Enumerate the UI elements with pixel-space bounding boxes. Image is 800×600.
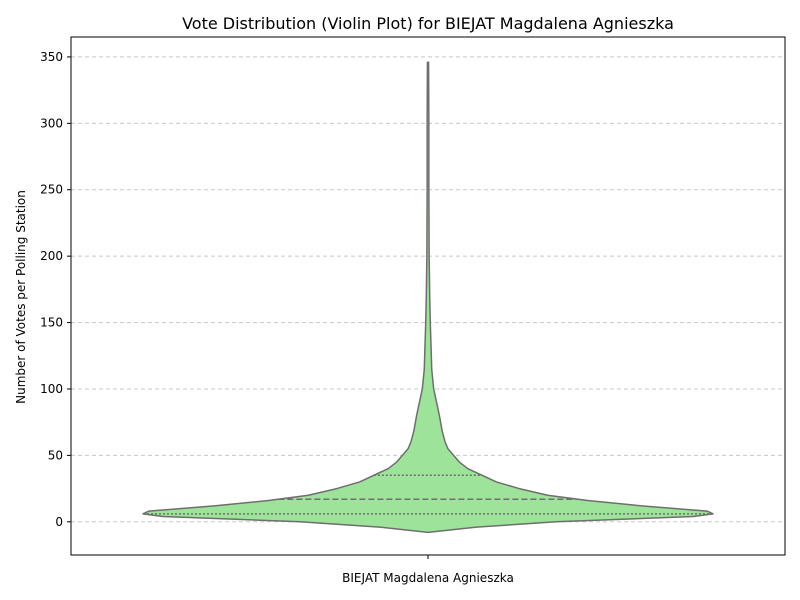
axes-layer: 0 50 100 150 200 250 300 350	[40, 36, 786, 559]
violin-layer	[142, 61, 714, 534]
x-tick-label: BIEJAT Magdalena Agnieszka	[342, 571, 514, 585]
chart-title: Vote Distribution (Violin Plot) for BIEJ…	[182, 14, 674, 33]
y-tick-label: 100	[40, 382, 63, 396]
y-tick-label: 0	[55, 515, 63, 529]
y-tick-label: 200	[40, 249, 63, 263]
y-tick-label: 250	[40, 183, 63, 197]
y-tick-label: 50	[48, 448, 63, 462]
y-tick-label: 350	[40, 50, 63, 64]
y-tick-label: 150	[40, 316, 63, 330]
violin-body	[142, 61, 714, 534]
y-axis-label: Number of Votes per Polling Station	[14, 190, 28, 404]
y-tick-label: 300	[40, 116, 63, 130]
